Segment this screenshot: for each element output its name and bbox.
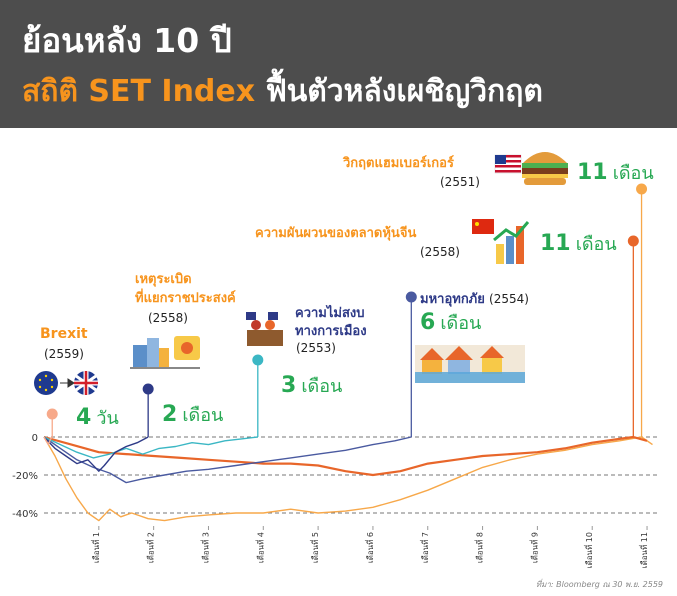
- unrest-label-1: ความไม่สงบ: [295, 306, 365, 321]
- us-flag-icon: [494, 154, 522, 174]
- event-stems: [46, 183, 648, 437]
- flood-duration-number: 6: [420, 310, 436, 335]
- ratchaprasong-duration-unit: เดือน: [182, 405, 224, 426]
- city-buildings-icon: [130, 336, 200, 369]
- flood-label: มหาอุทกภัย: [420, 292, 485, 307]
- x-tick-label: เดือนที่ 6: [364, 532, 375, 563]
- unrest-duration-unit: เดือน: [301, 376, 343, 397]
- flood-duration: 6 เดือน: [420, 308, 481, 337]
- stem-dot-ratchaprasong: [142, 383, 154, 395]
- hamburger-duration-number: 11: [577, 160, 608, 185]
- brexit-year: (2559): [44, 347, 84, 361]
- china-duration: 11 เดือน: [540, 229, 617, 258]
- unrest-duration-number: 3: [281, 373, 297, 398]
- x-tick-label: เดือนที่ 10: [583, 532, 594, 568]
- series-line-unrest: [43, 436, 258, 459]
- flooded-houses-icon: [415, 345, 525, 383]
- china-year: (2558): [420, 245, 460, 259]
- ratchaprasong-duration-number: 2: [162, 402, 178, 427]
- stem-dot-flood: [405, 291, 417, 303]
- series-line-flood: [43, 436, 412, 484]
- hamburger-duration: 11 เดือน: [577, 158, 654, 187]
- y-tick-label: -40%: [12, 509, 38, 520]
- china-label: ความผันผวนของตลาดหุ้นจีน: [255, 226, 417, 241]
- x-tick-label: เดือนที่ 8: [474, 532, 485, 563]
- x-tick-label: เดือนที่ 2: [145, 532, 156, 563]
- title-line-2-white: ฟื้นตัวหลังเผชิญวิกฤต: [265, 74, 543, 109]
- x-tick-labels: เดือนที่ 1 เดือนที่ 2 เดือนที่ 3 เดือนที่ 4…: [90, 526, 649, 568]
- x-tick-label: เดือนที่ 11: [638, 532, 649, 568]
- title-line-2-orange: สถิติ SET Index: [22, 74, 256, 109]
- y-tick-label: -20%: [12, 471, 38, 482]
- header-banner: ย้อนหลัง 10 ปี สถิติ SET Index ฟื้นตัวหล…: [0, 0, 677, 128]
- hamburger-label: วิกฤตแฮมเบอร์เกอร์: [343, 156, 454, 171]
- title-line-1: ย้อนหลัง 10 ปี: [22, 21, 232, 60]
- unrest-label-2: ทางการเมือง: [295, 324, 367, 339]
- china-duration-unit: เดือน: [575, 234, 617, 255]
- stem-dot-china: [627, 235, 639, 247]
- bar-growth-icon: [493, 221, 530, 264]
- eu-flag-icon: [34, 371, 58, 395]
- stem-dot-hamburger: [636, 183, 648, 195]
- title-line-2: สถิติ SET Index ฟื้นตัวหลังเผชิญวิกฤต: [22, 68, 543, 115]
- y-tick-label: 0: [32, 433, 38, 444]
- x-tick-label: เดือนที่ 5: [309, 532, 320, 563]
- arrow-right-icon: [60, 378, 75, 388]
- ratchaprasong-label-2: ที่แยกราชประสงค์: [135, 291, 236, 306]
- stem-dot-brexit: [46, 408, 58, 420]
- x-tick-label: เดือนที่ 1: [90, 532, 101, 563]
- china-flag-icon: [472, 219, 494, 234]
- x-tick-label: เดือนที่ 7: [419, 532, 430, 563]
- ratchaprasong-year: (2558): [148, 311, 188, 325]
- china-duration-number: 11: [540, 231, 571, 256]
- hamburger-year: (2551): [440, 175, 480, 189]
- brexit-label: Brexit: [40, 326, 88, 342]
- unrest-year: (2553): [296, 341, 336, 355]
- brexit-duration-number: 4: [76, 405, 92, 430]
- x-tick-label: เดือนที่ 3: [199, 532, 210, 563]
- y-tick-labels: 0 -20% -40%: [12, 433, 38, 520]
- x-tick-label: เดือนที่ 9: [528, 532, 539, 563]
- flood-duration-unit: เดือน: [440, 313, 482, 334]
- stem-dot-unrest: [252, 354, 264, 366]
- unrest-duration: 3 เดือน: [281, 371, 342, 400]
- chart-grid: [44, 436, 658, 514]
- uk-flag-icon: [74, 371, 98, 395]
- protest-icon: [246, 312, 283, 346]
- series-line-ratchaprasong: [43, 436, 149, 472]
- flood-label-row: มหาอุทกภัย (2554): [420, 288, 529, 309]
- brexit-duration-unit: วัน: [96, 408, 119, 429]
- brexit-duration: 4 วัน: [76, 403, 119, 432]
- hamburger-icon: [522, 152, 568, 185]
- series-line-china: [43, 435, 648, 477]
- ratchaprasong-label-1: เหตุระเบิด: [135, 272, 192, 287]
- flood-year: (2554): [489, 292, 529, 306]
- series-lines: [43, 435, 653, 522]
- hamburger-duration-unit: เดือน: [612, 163, 654, 184]
- series-line-hamburger: [43, 436, 653, 522]
- ratchaprasong-duration: 2 เดือน: [162, 400, 223, 429]
- series-line-brexit: [43, 436, 53, 446]
- x-tick-label: เดือนที่ 4: [254, 532, 265, 563]
- source-note: ที่มา: Bloomberg ณ 30 พ.ย. 2559: [535, 580, 663, 589]
